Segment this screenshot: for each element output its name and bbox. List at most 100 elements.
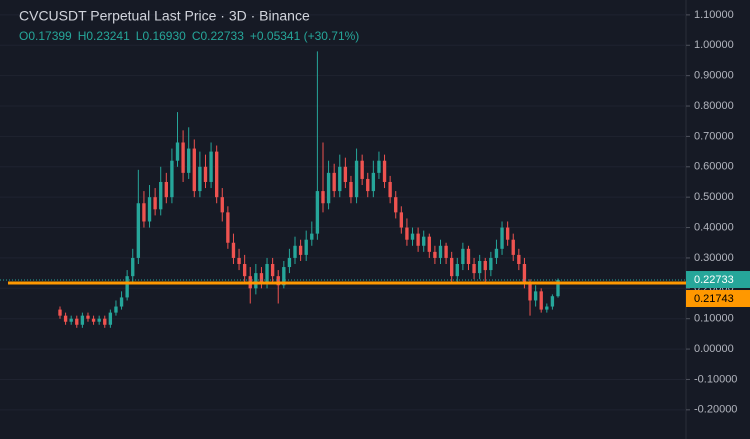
y-tick-label: 1.10000	[694, 9, 734, 21]
candle-body	[103, 318, 107, 325]
y-tick-label: -0.10000	[694, 373, 737, 385]
candle-body	[377, 160, 381, 173]
y-tick-label: 0.10000	[694, 313, 734, 325]
candle-body	[198, 166, 202, 192]
candle-body	[181, 142, 185, 173]
chart-title: CVCUSDT Perpetual Last Price · 3D · Bina…	[19, 8, 310, 24]
candle-body	[522, 264, 527, 283]
candle-body	[282, 267, 286, 286]
y-tick-label: 0.90000	[694, 70, 734, 82]
candle-body	[108, 312, 113, 325]
ohlc-legend-item: +0.05341 (+30.71%)	[250, 29, 359, 43]
y-tick-label: 0.60000	[694, 161, 734, 173]
y-tick-label: 0.40000	[694, 221, 734, 233]
candle-body	[433, 251, 437, 258]
candle-body	[349, 181, 353, 198]
ohlc-legend-item: C0.22733	[192, 29, 244, 43]
candle-body	[444, 245, 448, 258]
candle-body	[399, 212, 404, 228]
candle-body	[265, 264, 269, 283]
level-box	[686, 290, 750, 308]
candle-body	[332, 172, 336, 192]
candle-body	[450, 257, 454, 277]
candle-body	[164, 181, 168, 198]
candle-body	[209, 151, 213, 182]
candle-body	[545, 306, 549, 310]
y-tick-label: 1.00000	[694, 39, 734, 51]
candle-body	[483, 260, 487, 271]
candle-body	[192, 148, 196, 192]
level-label: 0.21743	[694, 293, 734, 305]
y-tick-label: 0.70000	[694, 130, 734, 142]
last-price-box	[686, 271, 750, 289]
candle-body	[354, 160, 359, 198]
candle-body	[500, 227, 504, 249]
candle-body	[159, 181, 163, 210]
candle-body	[310, 233, 314, 240]
candle-body	[259, 273, 264, 283]
candle-body	[382, 160, 387, 182]
candle-body	[533, 291, 538, 301]
candle-body	[293, 245, 297, 258]
candle-body	[153, 197, 157, 210]
candle-body	[472, 264, 476, 274]
candle-body	[410, 233, 415, 240]
candle-body	[477, 260, 482, 274]
candle-body	[187, 148, 191, 173]
candle-body	[97, 318, 101, 322]
candle-body	[220, 197, 224, 213]
candle-body	[321, 191, 325, 204]
candle-body	[276, 276, 280, 286]
candle-body	[371, 172, 376, 192]
y-tick-label: 0.80000	[694, 100, 734, 112]
candle-body	[438, 245, 443, 258]
candle-body	[86, 315, 90, 319]
ohlc-legend-item: L0.16930	[136, 29, 186, 43]
candle-body	[80, 315, 85, 325]
candle-body	[455, 264, 459, 277]
candle-body	[338, 166, 342, 192]
candle-body	[427, 236, 431, 252]
candle-body	[119, 297, 124, 307]
candle-body	[63, 315, 68, 322]
candle-body	[505, 227, 510, 240]
y-tick-label: 0.30000	[694, 252, 734, 264]
candle-body	[131, 257, 135, 277]
last-price-label: 0.22733	[694, 274, 734, 286]
candle-body	[270, 264, 275, 277]
candle-body	[360, 160, 364, 179]
candle-body	[366, 178, 370, 192]
candle-body	[69, 318, 73, 322]
candle-body	[416, 233, 420, 246]
candle-body	[511, 239, 515, 255]
y-tick-label: 0.00000	[694, 343, 734, 355]
candle-body	[114, 306, 118, 313]
candle-body	[343, 166, 348, 182]
y-tick-label: -0.20000	[694, 404, 737, 416]
candle-body	[125, 276, 129, 298]
candle-body	[388, 181, 392, 198]
candle-body	[170, 160, 174, 198]
candle-body	[394, 197, 398, 213]
candle-body	[242, 264, 247, 277]
candle-body	[517, 254, 521, 265]
candle-body	[287, 257, 292, 268]
candle-body	[461, 248, 465, 265]
candle-body	[142, 203, 146, 222]
candle-body	[556, 280, 560, 297]
candle-body	[147, 197, 152, 222]
candle-body	[304, 239, 308, 255]
candle-body	[75, 318, 79, 325]
candle-body	[203, 166, 208, 182]
y-tick-label: 0.50000	[694, 191, 734, 203]
candle-body	[315, 191, 320, 234]
candle-body	[254, 273, 258, 289]
candle-body	[226, 212, 230, 243]
candle-body	[175, 142, 180, 161]
candle-body	[405, 227, 409, 240]
candle-body	[422, 236, 426, 246]
candle-body	[298, 245, 303, 255]
candle-body	[528, 282, 532, 301]
candle-body	[231, 242, 236, 258]
